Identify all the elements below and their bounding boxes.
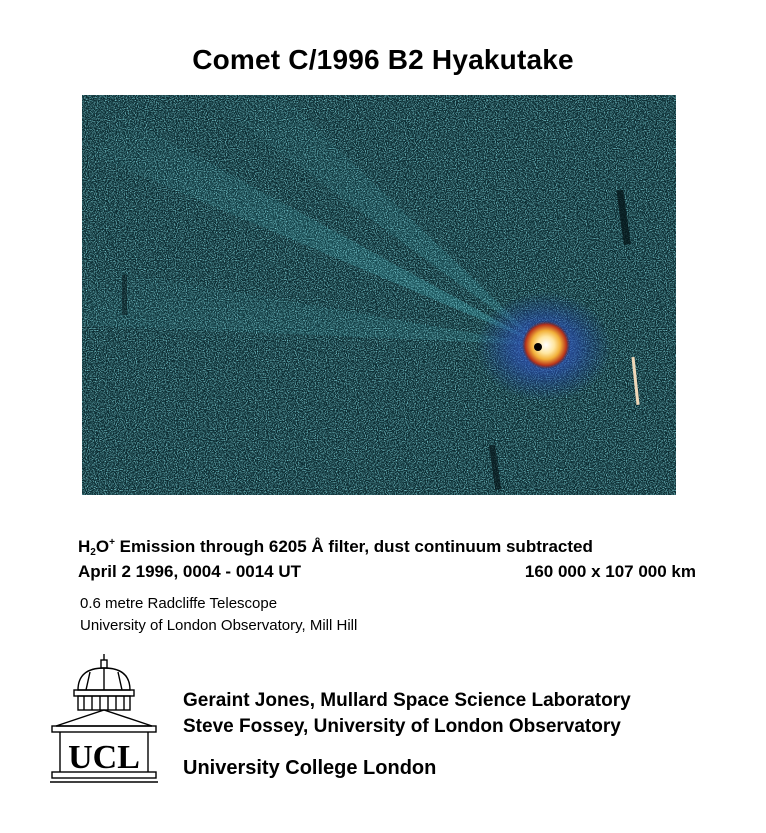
credit-author-2: Steve Fossey, University of London Obser… — [183, 716, 621, 737]
caption-text-a: Emission through 6205 — [114, 537, 312, 556]
caption-text-b: filter, dust continuum subtracted — [323, 537, 593, 556]
observation-caption: April 2 1996, 0004 - 0014 UT 160 000 x 1… — [78, 562, 696, 582]
angstrom-symbol: Å — [311, 537, 324, 556]
observation-date: April 2 1996, 0004 - 0014 UT — [78, 562, 302, 581]
observatory-name: University of London Observatory, Mill H… — [80, 617, 358, 634]
credit-author-1: Geraint Jones, Mullard Space Science Lab… — [183, 690, 631, 711]
ucl-logo-text: UCL — [68, 739, 140, 776]
caption-o: O — [95, 537, 110, 556]
field-size: 160 000 x 107 000 km — [524, 562, 696, 581]
caption-h: H — [78, 537, 91, 556]
credit-institution: University College London — [183, 757, 437, 779]
emission-caption: H2O+ Emission through 6205 Å filter, dus… — [78, 537, 593, 558]
comet-image — [82, 95, 676, 495]
comet-image-graphic — [82, 95, 676, 495]
page-title: Comet C/1996 B2 Hyakutake — [192, 44, 574, 75]
caption-subscript: 2 — [90, 547, 96, 558]
ucl-logo: UCL — [50, 654, 158, 783]
telescope-name: 0.6 metre Radcliffe Telescope — [80, 595, 278, 612]
caption-superscript: + — [109, 537, 115, 548]
